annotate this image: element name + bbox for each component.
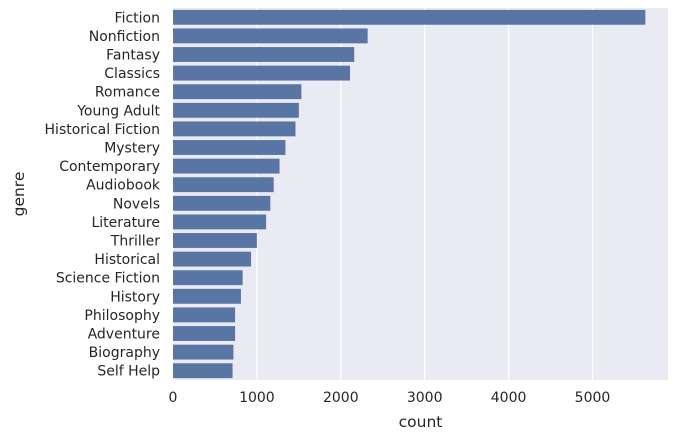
bar <box>173 9 646 25</box>
category-label: Self Help <box>97 364 160 380</box>
category-label: Adventure <box>88 327 160 343</box>
category-label: Mystery <box>104 141 160 157</box>
bar <box>173 28 368 44</box>
bar <box>173 344 234 360</box>
category-label: Young Adult <box>76 103 160 119</box>
x-tick-label: 3000 <box>407 390 443 406</box>
category-label: Romance <box>95 85 160 101</box>
bar <box>173 177 274 193</box>
bar <box>173 288 241 304</box>
bar <box>173 102 299 118</box>
x-tick-label: 5000 <box>575 390 611 406</box>
category-labels: Fiction Nonfiction Fantasy Classics Romance Y… <box>45 10 161 379</box>
x-axis-title: count <box>399 413 443 431</box>
x-tick-label: 2000 <box>323 390 359 406</box>
category-label: History <box>110 289 160 305</box>
bar <box>173 140 286 155</box>
y-axis-title: genre <box>10 172 28 217</box>
bar <box>173 65 351 81</box>
x-tick-label: 0 <box>169 390 178 406</box>
bars <box>173 9 646 379</box>
bar <box>173 326 236 341</box>
bar <box>173 270 243 286</box>
bar <box>173 214 267 230</box>
bar <box>173 84 302 100</box>
bar <box>173 47 355 62</box>
bar <box>173 307 236 323</box>
x-tick-labels: 0 1000 2000 3000 4000 5000 <box>169 390 611 406</box>
category-label: Historical Fiction <box>45 122 160 138</box>
category-label: Contemporary <box>59 159 160 175</box>
bar <box>173 195 271 211</box>
category-label: Thriller <box>110 234 160 250</box>
x-tick-label: 4000 <box>491 390 527 406</box>
category-label: Historical <box>94 252 160 268</box>
bar <box>173 158 280 174</box>
bar <box>173 233 257 248</box>
bar <box>173 363 233 379</box>
category-label: Philosophy <box>84 308 160 324</box>
category-label: Fiction <box>115 10 160 26</box>
category-label: Audiobook <box>86 178 161 194</box>
category-label: Science Fiction <box>56 271 160 287</box>
category-label: Nonfiction <box>89 29 160 45</box>
category-label: Biography <box>89 345 160 361</box>
plot-area <box>173 8 668 380</box>
bar <box>173 121 296 137</box>
category-label: Literature <box>91 215 160 231</box>
category-label: Novels <box>113 196 160 212</box>
bar <box>173 251 252 267</box>
category-label: Fantasy <box>106 48 160 64</box>
category-label: Classics <box>104 66 160 82</box>
x-tick-label: 1000 <box>239 390 275 406</box>
